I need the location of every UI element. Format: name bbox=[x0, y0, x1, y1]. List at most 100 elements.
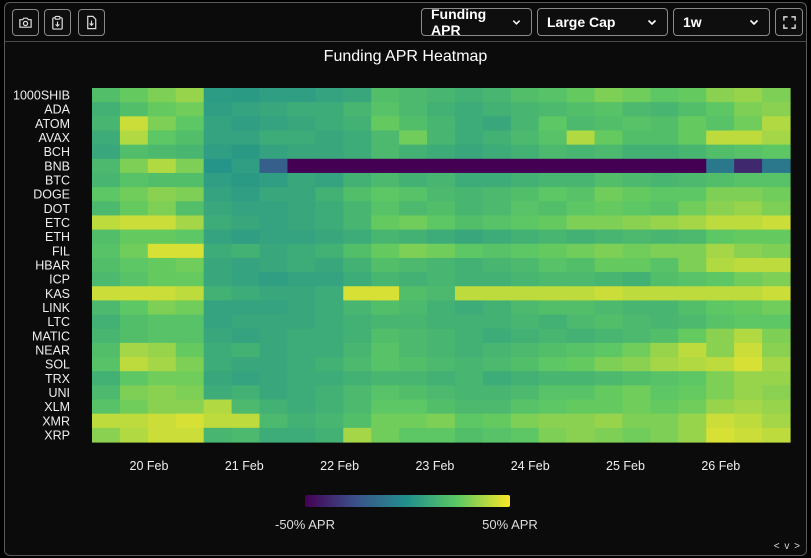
heatmap-cell[interactable] bbox=[203, 229, 233, 245]
heatmap-cell[interactable] bbox=[315, 243, 344, 259]
screenshot-button[interactable] bbox=[12, 9, 39, 36]
heatmap-cell[interactable] bbox=[538, 328, 568, 344]
heatmap-cell[interactable] bbox=[119, 427, 149, 443]
heatmap-cell[interactable] bbox=[706, 427, 735, 443]
heatmap-cell[interactable] bbox=[454, 187, 484, 202]
heatmap-cell[interactable] bbox=[566, 158, 596, 174]
heatmap-cell[interactable] bbox=[343, 272, 372, 287]
heatmap-cell[interactable] bbox=[566, 286, 596, 301]
heatmap-cell[interactable] bbox=[92, 243, 121, 259]
heatmap-cell[interactable] bbox=[678, 215, 707, 231]
heatmap-cell[interactable] bbox=[734, 243, 763, 259]
heatmap-cell[interactable] bbox=[706, 314, 735, 330]
heatmap-cell[interactable] bbox=[538, 116, 568, 132]
heatmap-cell[interactable] bbox=[259, 187, 289, 202]
heatmap-cell[interactable] bbox=[147, 385, 177, 401]
heatmap-cell[interactable] bbox=[119, 215, 149, 231]
heatmap-cell[interactable] bbox=[762, 385, 791, 401]
heatmap-cell[interactable] bbox=[92, 229, 121, 245]
heatmap-cell[interactable] bbox=[92, 187, 121, 202]
heatmap-cell[interactable] bbox=[147, 357, 177, 372]
heatmap-cell[interactable] bbox=[622, 201, 651, 217]
heatmap-cell[interactable] bbox=[203, 243, 233, 259]
heatmap-cell[interactable] bbox=[538, 243, 568, 259]
heatmap-cell[interactable] bbox=[762, 187, 791, 202]
heatmap-cell[interactable] bbox=[287, 342, 316, 358]
heatmap-cell[interactable] bbox=[147, 399, 177, 415]
heatmap-cell[interactable] bbox=[622, 272, 651, 287]
heatmap-cell[interactable] bbox=[706, 257, 735, 273]
heatmap-cell[interactable] bbox=[92, 130, 121, 146]
heatmap-cell[interactable] bbox=[92, 215, 121, 231]
heatmap-cell[interactable] bbox=[594, 144, 624, 160]
heatmap-cell[interactable] bbox=[678, 88, 707, 103]
heatmap-cell[interactable] bbox=[399, 102, 428, 117]
heatmap-cell[interactable] bbox=[650, 399, 679, 415]
heatmap-cell[interactable] bbox=[427, 215, 456, 231]
heatmap-cell[interactable] bbox=[538, 88, 568, 103]
heatmap-cell[interactable] bbox=[92, 399, 121, 415]
heatmap-cell[interactable] bbox=[259, 88, 289, 103]
heatmap-cell[interactable] bbox=[147, 427, 177, 443]
heatmap-cell[interactable] bbox=[371, 300, 400, 316]
heatmap-cell[interactable] bbox=[482, 371, 512, 386]
heatmap-cell[interactable] bbox=[175, 413, 205, 429]
heatmap-cell[interactable] bbox=[119, 385, 149, 401]
heatmap-cell[interactable] bbox=[92, 286, 121, 301]
heatmap-cell[interactable] bbox=[203, 342, 233, 358]
heatmap-cell[interactable] bbox=[678, 243, 707, 259]
heatmap-cell[interactable] bbox=[399, 314, 428, 330]
heatmap-cell[interactable] bbox=[650, 201, 679, 217]
heatmap-cell[interactable] bbox=[510, 314, 540, 330]
heatmap-cell[interactable] bbox=[371, 243, 400, 259]
heatmap-cell[interactable] bbox=[231, 88, 261, 103]
heatmap-cell[interactable] bbox=[734, 172, 763, 188]
heatmap-cell[interactable] bbox=[538, 427, 568, 443]
heatmap-cell[interactable] bbox=[566, 116, 596, 132]
heatmap-cell[interactable] bbox=[119, 300, 149, 316]
heatmap-cell[interactable] bbox=[706, 130, 735, 146]
heatmap-cell[interactable] bbox=[175, 201, 205, 217]
heatmap-cell[interactable] bbox=[650, 357, 679, 372]
range-select[interactable]: 1w bbox=[673, 8, 770, 36]
heatmap-cell[interactable] bbox=[538, 314, 568, 330]
heatmap-cell[interactable] bbox=[510, 300, 540, 316]
heatmap-cell[interactable] bbox=[734, 399, 763, 415]
heatmap-cell[interactable] bbox=[203, 272, 233, 287]
heatmap-cell[interactable] bbox=[650, 342, 679, 358]
heatmap-cell[interactable] bbox=[427, 257, 456, 273]
heatmap-cell[interactable] bbox=[231, 427, 261, 443]
heatmap-cell[interactable] bbox=[119, 102, 149, 117]
heatmap-cell[interactable] bbox=[762, 243, 791, 259]
heatmap-cell[interactable] bbox=[538, 187, 568, 202]
heatmap-cell[interactable] bbox=[287, 88, 316, 103]
heatmap-cell[interactable] bbox=[734, 286, 763, 301]
heatmap-cell[interactable] bbox=[287, 272, 316, 287]
heatmap-cell[interactable] bbox=[594, 413, 624, 429]
heatmap-cell[interactable] bbox=[315, 399, 344, 415]
heatmap-cell[interactable] bbox=[650, 158, 679, 174]
heatmap-cell[interactable] bbox=[734, 201, 763, 217]
heatmap-cell[interactable] bbox=[678, 172, 707, 188]
heatmap-cell[interactable] bbox=[259, 314, 289, 330]
heatmap-cell[interactable] bbox=[119, 399, 149, 415]
heatmap-cell[interactable] bbox=[538, 286, 568, 301]
heatmap-cell[interactable] bbox=[371, 158, 400, 174]
heatmap-cell[interactable] bbox=[119, 314, 149, 330]
heatmap-cell[interactable] bbox=[399, 427, 428, 443]
heatmap-cell[interactable] bbox=[510, 116, 540, 132]
heatmap-cell[interactable] bbox=[175, 215, 205, 231]
heatmap-cell[interactable] bbox=[175, 229, 205, 245]
heatmap-cell[interactable] bbox=[510, 201, 540, 217]
heatmap-cell[interactable] bbox=[315, 102, 344, 117]
heatmap-cell[interactable] bbox=[92, 272, 121, 287]
heatmap-cell[interactable] bbox=[762, 413, 791, 429]
heatmap-cell[interactable] bbox=[92, 201, 121, 217]
heatmap-cell[interactable] bbox=[482, 102, 512, 117]
heatmap-cell[interactable] bbox=[762, 88, 791, 103]
heatmap-cell[interactable] bbox=[399, 172, 428, 188]
heatmap-cell[interactable] bbox=[343, 357, 372, 372]
heatmap-cell[interactable] bbox=[371, 371, 400, 386]
heatmap-cell[interactable] bbox=[566, 328, 596, 344]
heatmap-cell[interactable] bbox=[119, 243, 149, 259]
